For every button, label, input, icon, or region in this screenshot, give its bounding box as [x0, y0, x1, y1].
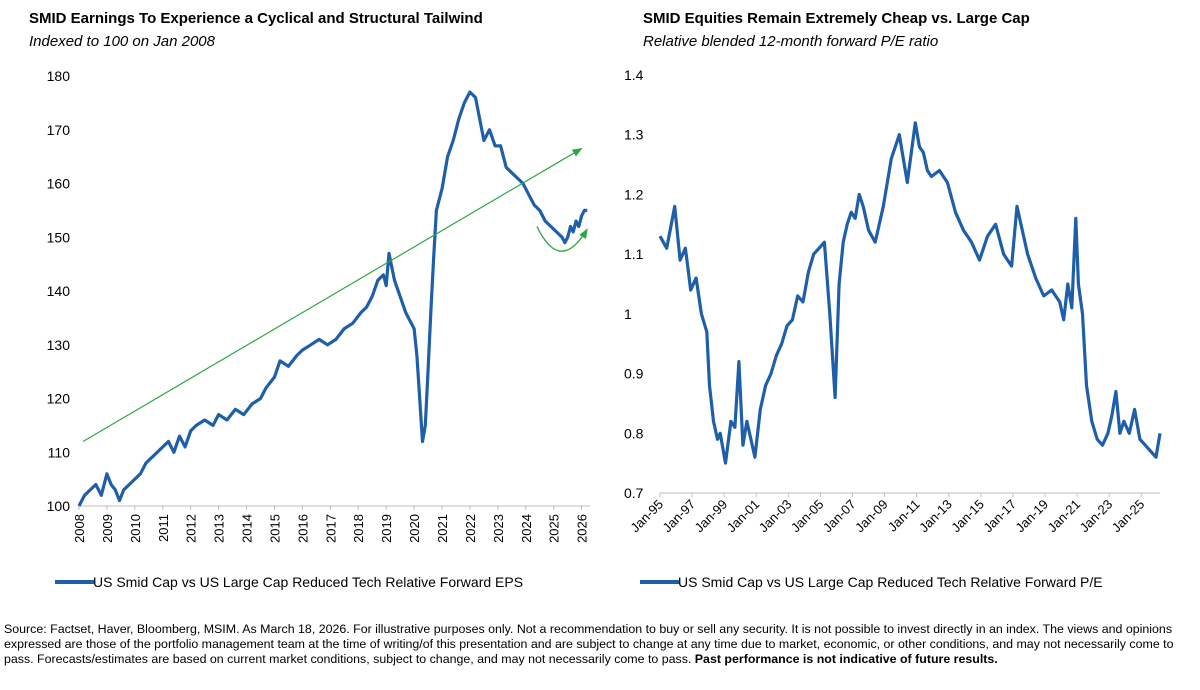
left-x-tick-label: 2021: [435, 514, 450, 543]
left-y-tick-label: 170: [47, 122, 71, 138]
left-x-tick-label: 2010: [128, 514, 143, 543]
right-y-tick-label: 0.7: [624, 485, 644, 501]
left-y-tick-label: 120: [47, 391, 71, 407]
right-x-tick-label: Jan-17: [980, 497, 1019, 536]
left-y-tick-label: 160: [47, 176, 71, 192]
right-y-tick-label: 1.2: [624, 186, 644, 202]
left-x-tick-label: 2017: [323, 514, 338, 543]
right-x-tick-label: Jan-99: [692, 497, 731, 536]
left-legend-label: US Smid Cap vs US Large Cap Reduced Tech…: [93, 574, 523, 590]
left-y-tick-label: 130: [47, 337, 71, 353]
left-x-tick-label: 2019: [379, 514, 394, 543]
curved-arrow: [536, 226, 588, 252]
right-series-line: [658, 121, 1162, 465]
left-x-tick-label: 2015: [267, 514, 282, 543]
right-x-tick-label: Jan-03: [756, 497, 795, 536]
left-x-tick-label: 2025: [547, 514, 562, 543]
left-x-tick-label: 2018: [351, 514, 366, 543]
right-chart-title: SMID Equities Remain Extremely Cheap vs.…: [643, 10, 1030, 27]
right-legend-label: US Smid Cap vs US Large Cap Reduced Tech…: [678, 574, 1103, 590]
right-x-tick-label: Jan-21: [1045, 497, 1084, 536]
left-x-tick-label: 2011: [156, 514, 171, 542]
right-x-tick-label: Jan-23: [1077, 497, 1116, 536]
left-x-tick-label: 2026: [575, 514, 590, 543]
source-footnote: Source: Factset, Haver, Bloomberg, MSIM.…: [4, 622, 1196, 667]
left-chart-title: SMID Earnings To Experience a Cyclical a…: [29, 10, 483, 27]
right-x-tick-label: Jan-01: [724, 497, 763, 536]
left-x-tick-label: 2008: [72, 514, 87, 543]
footnote-disclaimer: Past performance is not indicative of fu…: [694, 652, 998, 666]
left-y-tick-label: 100: [47, 498, 71, 514]
left-series-line: [77, 90, 588, 507]
right-y-tick-label: 1: [624, 306, 632, 322]
right-x-tick-label: Jan-15: [948, 497, 987, 536]
left-x-tick-label: 2020: [407, 514, 422, 543]
right-x-tick-label: Jan-05: [788, 497, 827, 536]
right-y-tick-label: 0.8: [624, 425, 644, 441]
right-y-tick-label: 1.4: [624, 67, 644, 83]
left-y-tick-label: 150: [47, 229, 71, 245]
left-x-tick-label: 2022: [463, 514, 478, 543]
right-x-tick-label: Jan-97: [659, 497, 698, 536]
charts-canvas: 100 110 120 130 140 150 160 170 180 2008 2009 2010 2…: [47, 67, 1162, 590]
right-x-tick-label: Jan-95: [627, 497, 666, 536]
right-x-tick-label: Jan-07: [820, 497, 859, 536]
left-x-tick-label: 2024: [519, 514, 534, 543]
left-y-tick-label: 110: [48, 444, 71, 460]
left-x-tick-label: 2009: [100, 514, 115, 543]
left-y-tick-label: 180: [47, 68, 71, 84]
footnote-text: Source: Factset, Haver, Bloomberg, MSIM.…: [4, 622, 1174, 666]
right-y-tick-label: 0.9: [624, 366, 644, 382]
right-x-tick-label: Jan-19: [1012, 497, 1051, 536]
right-x-tick-label: Jan-11: [885, 497, 923, 535]
left-x-tick-label: 2023: [491, 514, 506, 543]
trend-arrow: [82, 148, 583, 443]
left-y-tick-label: 140: [47, 283, 71, 299]
left-x-tick-label: 2012: [184, 514, 199, 543]
right-y-tick-label: 1.1: [624, 246, 644, 262]
right-x-tick-label: Jan-13: [916, 497, 955, 536]
right-y-tick-label: 1.3: [624, 127, 644, 143]
left-chart: 100 110 120 130 140 150 160 170 180 2008 2009 2010 2…: [47, 68, 590, 590]
right-chart: 0.7 0.8 0.9 1 1.1 1.2 1.3 1.4 Jan-95Jan-97Jan-99…: [624, 67, 1162, 590]
left-x-tick-label: 2013: [212, 514, 227, 543]
left-x-tick-label: 2014: [240, 514, 255, 543]
right-x-tick-label: Jan-09: [852, 497, 891, 536]
left-x-tick-label: 2016: [295, 514, 310, 543]
right-x-tick-label: Jan-25: [1109, 497, 1148, 536]
left-chart-subtitle: Indexed to 100 on Jan 2008: [29, 33, 215, 50]
right-chart-subtitle: Relative blended 12-month forward P/E ra…: [643, 33, 939, 50]
